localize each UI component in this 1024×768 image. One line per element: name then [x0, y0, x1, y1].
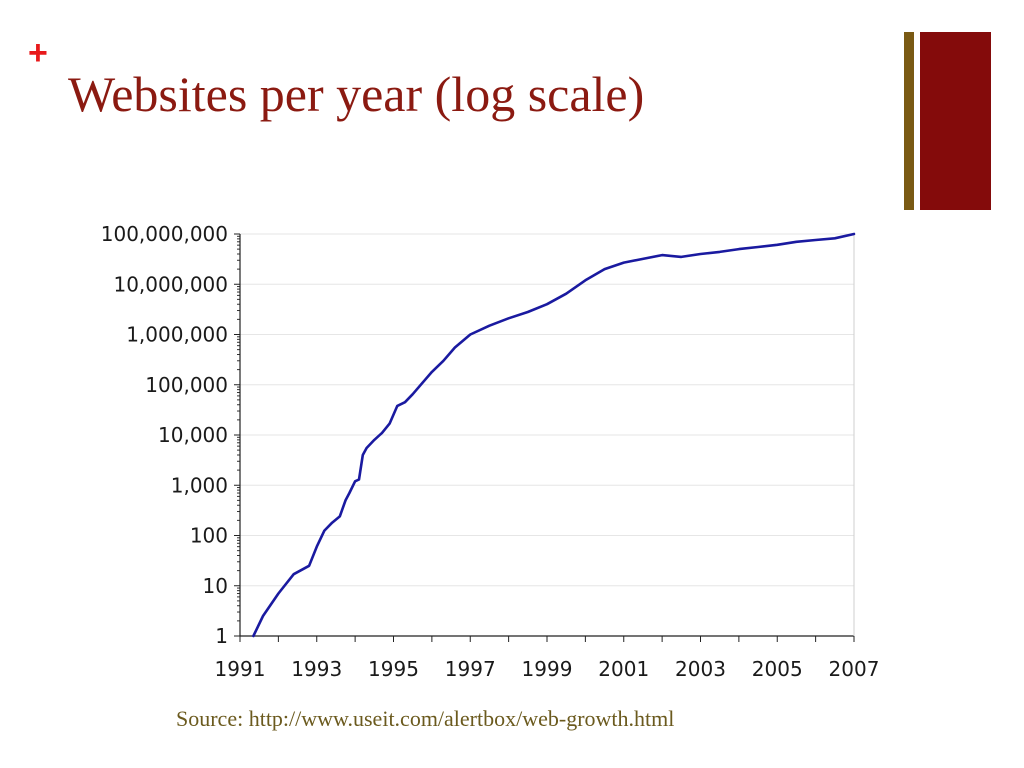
y-tick-label: 1 [215, 624, 228, 648]
x-tick-label: 2001 [598, 657, 649, 681]
accent-bar-thin [904, 32, 914, 210]
y-tick-label: 10,000 [158, 423, 228, 447]
y-tick-label: 100 [190, 524, 228, 548]
x-tick-label: 2005 [752, 657, 803, 681]
x-tick-label: 2003 [675, 657, 726, 681]
y-tick-label: 100,000,000 [101, 222, 228, 246]
x-tick-label: 1993 [291, 657, 342, 681]
source-citation: Source: http://www.useit.com/alertbox/we… [176, 706, 675, 731]
x-tick-label: 1999 [522, 657, 573, 681]
y-tick-label: 100,000 [145, 373, 228, 397]
x-tick-label: 1995 [368, 657, 419, 681]
y-tick-label: 10,000,000 [113, 272, 228, 296]
bullet-plus-icon: + [28, 34, 48, 72]
x-tick-label: 1991 [215, 657, 266, 681]
websites-series-line [252, 232, 856, 638]
y-tick-label: 10 [203, 574, 228, 598]
x-tick-label: 1997 [445, 657, 496, 681]
x-tick-label: 2007 [829, 657, 880, 681]
y-tick-label: 1,000,000 [126, 323, 228, 347]
slide-title: Websites per year (log scale) [68, 66, 645, 122]
accent-bar-thick [920, 32, 991, 210]
y-tick-label: 1,000 [171, 473, 228, 497]
